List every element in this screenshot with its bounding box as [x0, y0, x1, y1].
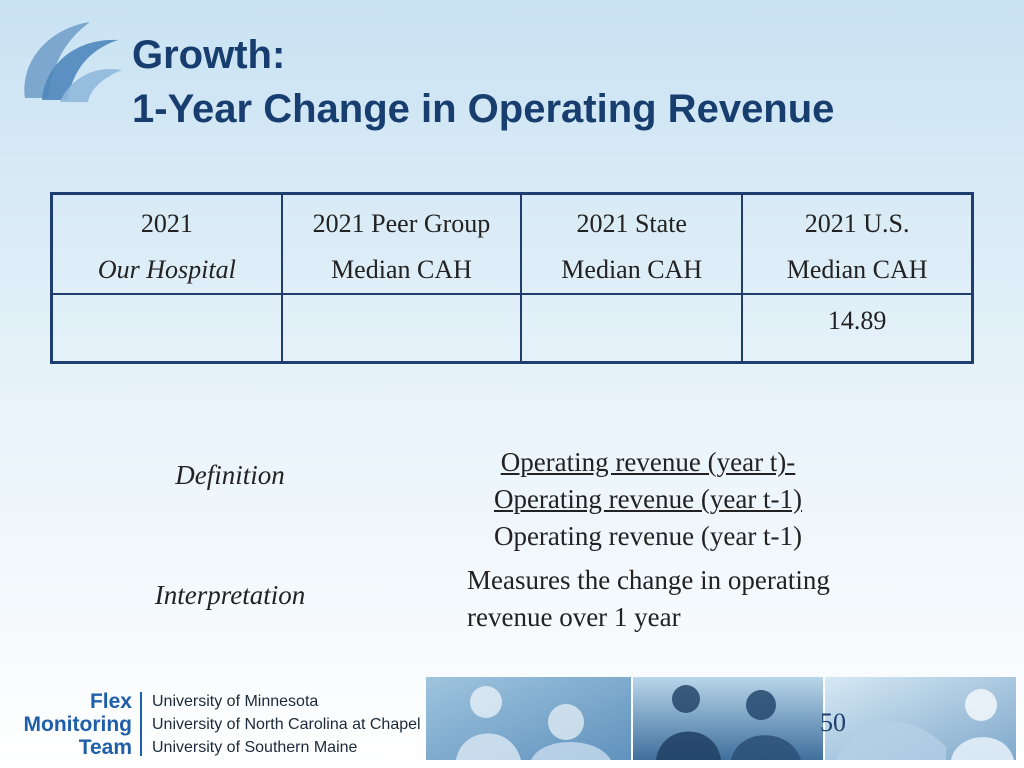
- interpretation-text: Measures the change in operating revenue…: [467, 562, 917, 636]
- interpretation-line-1: Measures the change in operating: [467, 565, 830, 595]
- formula-denominator: Operating revenue (year t-1): [493, 521, 803, 551]
- university-item: University of Southern Maine: [152, 739, 358, 756]
- sail-logo-icon: [24, 22, 122, 102]
- header-us: 2021 U.S. Median CAH: [741, 192, 974, 295]
- interpretation-label: Interpretation: [154, 580, 306, 610]
- value-our-hospital: [50, 293, 283, 364]
- university-list: University of Minnesota University of No…: [152, 690, 447, 759]
- university-item: University of North Carolina at Chapel H…: [152, 716, 448, 733]
- definition-formula: Operating revenue (year t)- Operating re…: [446, 444, 850, 555]
- header-our-hospital: 2021 Our Hospital: [50, 192, 283, 295]
- value-state: [520, 293, 744, 364]
- formula-numerator-2: Operating revenue (year t-1): [493, 484, 803, 514]
- brand-wordmark: Flex Monitoring Team: [23, 690, 132, 759]
- table-header-row: 2021 Our Hospital 2021 Peer Group Median…: [50, 192, 974, 295]
- value-peer-group: [280, 293, 523, 364]
- flex-monitoring-team-logo: Flex Monitoring Team University of Minne…: [14, 690, 448, 760]
- title-line-1: Growth:: [132, 33, 286, 77]
- header-state: 2021 State Median CAH: [520, 192, 744, 295]
- definition-label: Definition: [175, 460, 285, 490]
- university-item: University of Minnesota: [152, 693, 319, 710]
- formula-numerator-1: Operating revenue (year t)-: [500, 447, 796, 477]
- page-number: 50: [820, 708, 846, 737]
- interpretation-line-2: revenue over 1 year: [467, 602, 681, 632]
- value-us: 14.89: [741, 293, 974, 364]
- table-value-row: 14.89: [50, 293, 974, 364]
- brand-divider: [140, 692, 142, 756]
- slide-title: Growth: 1-Year Change in Operating Reven…: [132, 28, 834, 136]
- title-line-2: 1-Year Change in Operating Revenue: [132, 87, 835, 131]
- header-peer-group: 2021 Peer Group Median CAH: [280, 192, 523, 295]
- photo-strip-image: [426, 677, 1016, 760]
- metrics-table: 2021 Our Hospital 2021 Peer Group Median…: [50, 192, 974, 364]
